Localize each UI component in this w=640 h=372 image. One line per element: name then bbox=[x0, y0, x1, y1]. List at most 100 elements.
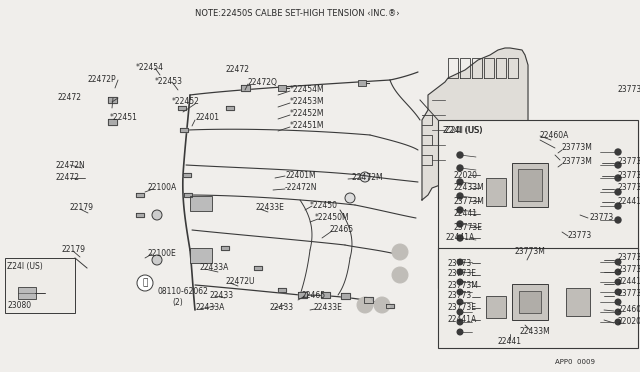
Text: 22433: 22433 bbox=[210, 291, 234, 299]
Circle shape bbox=[615, 149, 621, 155]
Bar bbox=[512, 284, 548, 320]
Circle shape bbox=[615, 162, 621, 168]
Circle shape bbox=[457, 319, 463, 325]
Circle shape bbox=[457, 221, 463, 227]
Polygon shape bbox=[108, 97, 116, 103]
Circle shape bbox=[457, 152, 463, 158]
Circle shape bbox=[137, 275, 153, 291]
Text: *22450M: *22450M bbox=[315, 214, 349, 222]
Circle shape bbox=[152, 255, 162, 265]
Polygon shape bbox=[178, 106, 186, 110]
Text: Z24I (US): Z24I (US) bbox=[445, 125, 483, 135]
Text: *22451: *22451 bbox=[110, 113, 138, 122]
Circle shape bbox=[615, 319, 621, 325]
Text: 22441: 22441 bbox=[454, 209, 478, 218]
Circle shape bbox=[457, 329, 463, 335]
Text: *22453M: *22453M bbox=[290, 97, 324, 106]
Text: 08110-62062: 08110-62062 bbox=[157, 288, 208, 296]
Text: 23773M: 23773M bbox=[515, 247, 545, 257]
Polygon shape bbox=[340, 293, 349, 299]
Circle shape bbox=[615, 203, 621, 209]
Text: 22433A: 22433A bbox=[195, 304, 225, 312]
Text: 22433M: 22433M bbox=[520, 327, 551, 337]
Text: 22460A: 22460A bbox=[540, 131, 570, 140]
Text: 23773: 23773 bbox=[590, 214, 614, 222]
Text: 22441M: 22441M bbox=[618, 196, 640, 205]
Text: 23773: 23773 bbox=[618, 157, 640, 167]
Bar bbox=[358, 80, 366, 86]
Polygon shape bbox=[226, 106, 234, 110]
Text: Z24I (US): Z24I (US) bbox=[443, 125, 483, 135]
Bar bbox=[512, 163, 548, 207]
Bar bbox=[190, 196, 212, 211]
Text: 22020: 22020 bbox=[454, 170, 478, 180]
Text: 23773M: 23773M bbox=[448, 280, 479, 289]
Circle shape bbox=[615, 189, 621, 195]
Circle shape bbox=[457, 235, 463, 241]
Text: 22465: 22465 bbox=[330, 225, 354, 234]
Text: 22441A: 22441A bbox=[445, 234, 474, 243]
Polygon shape bbox=[241, 85, 250, 91]
Circle shape bbox=[615, 217, 621, 223]
Bar bbox=[519, 291, 541, 313]
Circle shape bbox=[615, 259, 621, 265]
Polygon shape bbox=[298, 292, 307, 298]
Text: 22100E: 22100E bbox=[148, 248, 177, 257]
Bar bbox=[566, 288, 590, 316]
Text: 22179: 22179 bbox=[62, 246, 86, 254]
Text: 23773: 23773 bbox=[618, 170, 640, 180]
Text: *22454: *22454 bbox=[136, 62, 164, 71]
Text: *22450: *22450 bbox=[310, 201, 338, 209]
Text: 23773E: 23773E bbox=[618, 183, 640, 192]
Text: 22472: 22472 bbox=[58, 93, 82, 103]
Circle shape bbox=[457, 179, 463, 185]
Text: 23773M: 23773M bbox=[562, 144, 593, 153]
Text: 22100A: 22100A bbox=[148, 183, 177, 192]
Text: 22472P: 22472P bbox=[88, 76, 116, 84]
Polygon shape bbox=[221, 246, 229, 250]
Text: (2): (2) bbox=[172, 298, 183, 307]
Text: NOTE:22450S CALBE SET-HIGH TENSION ‹INC.®›: NOTE:22450S CALBE SET-HIGH TENSION ‹INC.… bbox=[195, 10, 399, 19]
Text: 22465: 22465 bbox=[302, 291, 326, 299]
Text: 23773M: 23773M bbox=[562, 157, 593, 167]
Text: 23080: 23080 bbox=[7, 301, 31, 310]
Polygon shape bbox=[278, 288, 286, 292]
Text: 23773: 23773 bbox=[448, 259, 472, 267]
Text: 22179: 22179 bbox=[70, 203, 94, 212]
Text: 22472: 22472 bbox=[55, 173, 79, 183]
Text: 22020: 22020 bbox=[618, 317, 640, 327]
Text: 22433: 22433 bbox=[270, 302, 294, 311]
Circle shape bbox=[615, 279, 621, 285]
Text: 23773E: 23773E bbox=[448, 269, 477, 279]
Text: 22433M: 22433M bbox=[454, 183, 484, 192]
Polygon shape bbox=[386, 304, 394, 308]
Text: 23773E: 23773E bbox=[618, 253, 640, 263]
Bar bbox=[5, 258, 75, 313]
Text: -22472N: -22472N bbox=[285, 183, 317, 192]
Circle shape bbox=[392, 244, 408, 260]
Polygon shape bbox=[136, 193, 144, 198]
Text: 23773: 23773 bbox=[618, 266, 640, 275]
Circle shape bbox=[345, 193, 355, 203]
Text: *22453: *22453 bbox=[155, 77, 183, 87]
Text: Z24I (US): Z24I (US) bbox=[7, 262, 43, 270]
Text: 22441A: 22441A bbox=[448, 315, 477, 324]
Circle shape bbox=[457, 299, 463, 305]
Text: 22401: 22401 bbox=[195, 113, 219, 122]
Text: *22452: *22452 bbox=[172, 97, 200, 106]
Text: *22452M: *22452M bbox=[290, 109, 324, 119]
Bar bbox=[486, 296, 506, 318]
Text: 22472Q: 22472Q bbox=[248, 77, 278, 87]
Text: 22472: 22472 bbox=[226, 65, 250, 74]
Circle shape bbox=[457, 309, 463, 315]
Text: 23773E: 23773E bbox=[448, 302, 477, 311]
Bar bbox=[438, 120, 638, 288]
Text: 22401M: 22401M bbox=[285, 170, 316, 180]
Circle shape bbox=[357, 297, 373, 313]
Circle shape bbox=[457, 269, 463, 275]
Bar bbox=[518, 169, 542, 201]
Circle shape bbox=[457, 193, 463, 199]
Circle shape bbox=[152, 210, 162, 220]
Text: 22460A: 22460A bbox=[618, 305, 640, 314]
Circle shape bbox=[615, 299, 621, 305]
